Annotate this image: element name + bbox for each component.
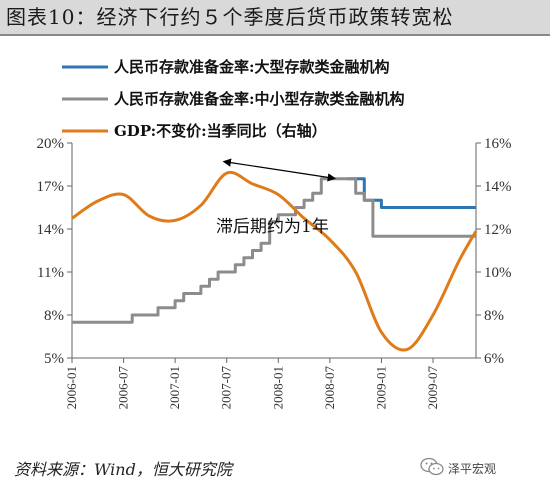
x-tick-label: 2007-01 [167, 366, 182, 409]
y-left-tick-label: 17% [37, 179, 65, 195]
chart-title: 图表10：经济下行约５个季度后货币政策转宽松 [0, 0, 550, 34]
y-left-tick-label: 5% [44, 351, 64, 367]
series-line-1 [347, 177, 476, 209]
source-note: 资料来源：Wind，恒大研究院 [14, 460, 232, 479]
y-right-tick-label: 8% [484, 308, 504, 324]
y-left-tick-label: 11% [37, 265, 64, 281]
lag-arrow [222, 158, 337, 182]
y-right-tick-label: 14% [484, 179, 512, 195]
wechat-icon [420, 457, 444, 476]
title-divider [0, 34, 550, 36]
y-left-tick-label: 14% [37, 222, 65, 238]
legend-label: 人民币存款准备金率:中小型存款类金融机构 [114, 90, 405, 108]
y-left-tick-label: 20% [37, 136, 65, 152]
y-left-tick-label: 8% [44, 308, 64, 324]
x-tick-label: 2008-07 [322, 366, 337, 410]
y-right-tick-label: 6% [484, 351, 504, 367]
series-line-2 [72, 177, 476, 324]
x-tick-label: 2007-07 [219, 366, 234, 410]
x-tick-label: 2009-07 [425, 366, 440, 410]
y-right-tick-label: 10% [484, 265, 512, 281]
y-right-tick-label: 12% [484, 222, 512, 238]
chart-axes: 5% 8% 11% 14% 17% 20% 6% 8% 10% 12% 14% 16% 2006-01 2… [37, 136, 512, 409]
series-line-3 [71, 170, 478, 352]
x-tick-label: 2008-01 [270, 366, 285, 409]
y-right-tick-label: 16% [484, 136, 512, 152]
chart-series [71, 170, 478, 352]
x-tick-label: 2006-07 [116, 366, 131, 410]
chart-annotations: 滞后期约为1年 [216, 158, 337, 237]
legend-label: 人民币存款准备金率:大型存款类金融机构 [114, 58, 390, 76]
legend-label: GDP:不变价:当季同比（右轴） [114, 122, 327, 140]
x-tick-label: 2009-01 [373, 366, 388, 409]
brand-label: 泽平宏观 [448, 462, 497, 476]
x-tick-label: 2006-01 [64, 366, 79, 409]
lag-annotation: 滞后期约为1年 [216, 217, 329, 237]
